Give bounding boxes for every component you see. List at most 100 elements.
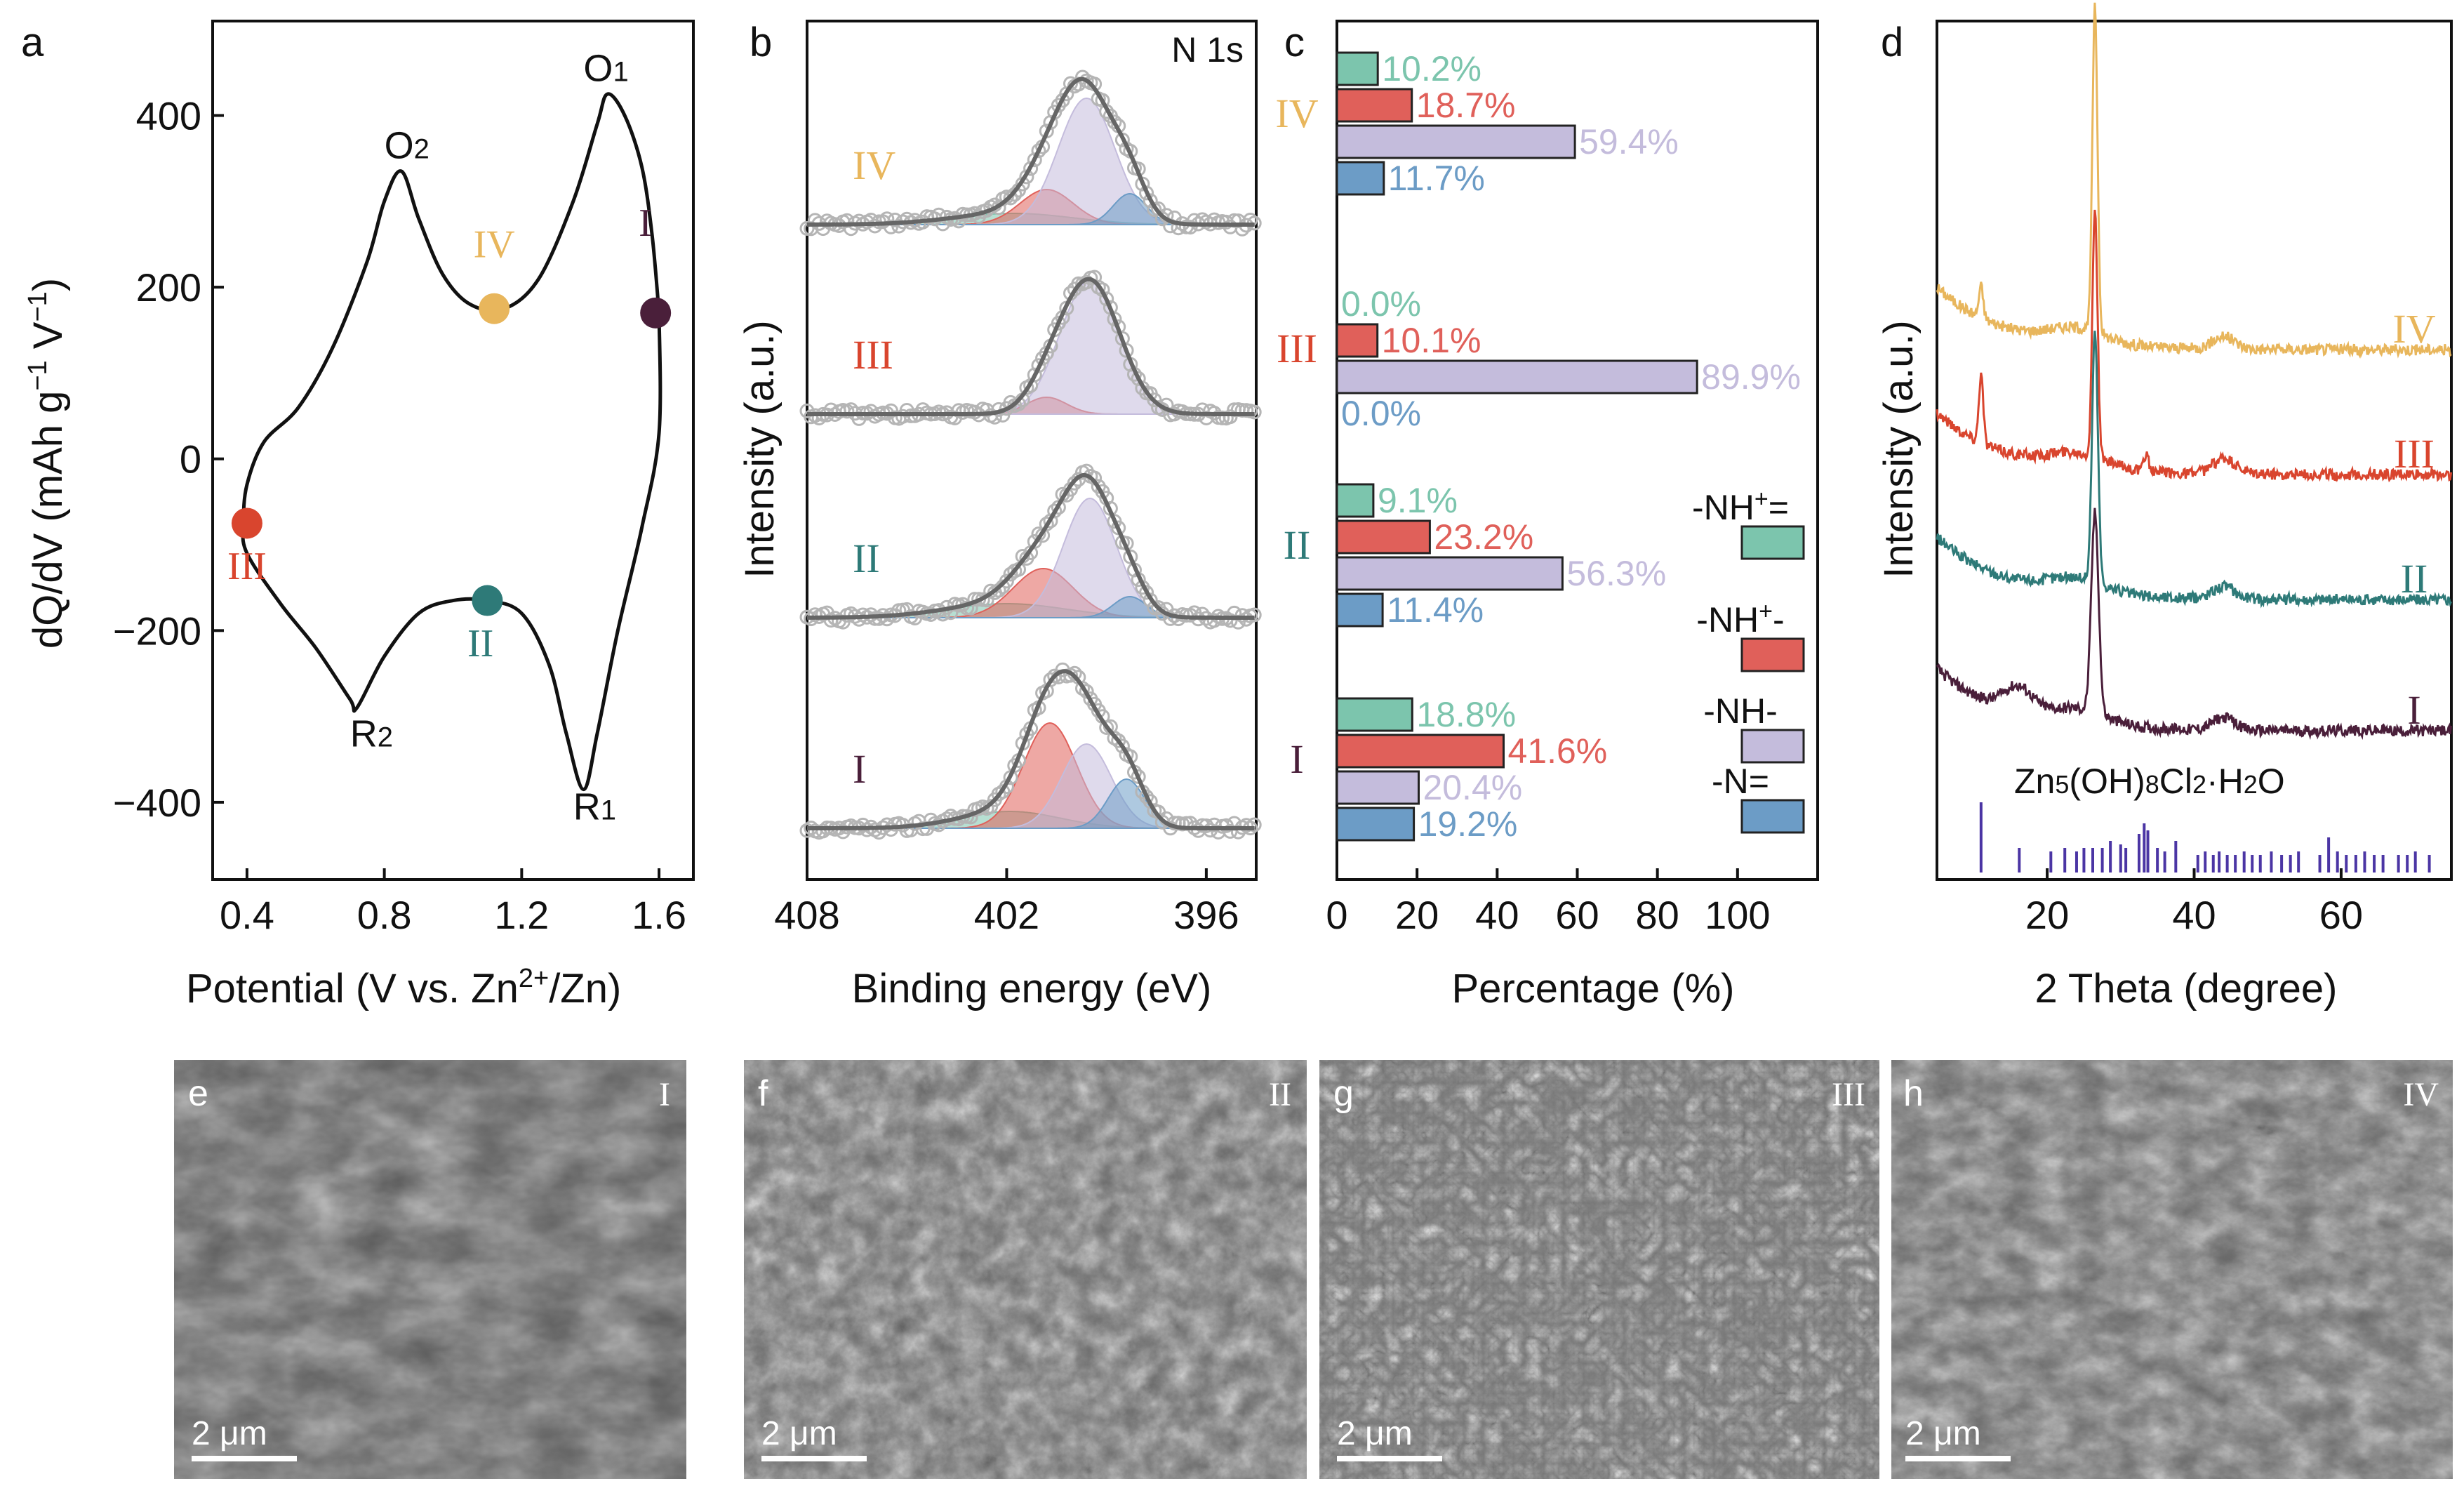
panel-b-raw-point	[1246, 607, 1262, 623]
panel-d-stage-label-0: IV	[2392, 306, 2435, 352]
panel-b-y-label: Intensity (a.u.)	[737, 320, 783, 578]
panel-d-x-tick-label-2: 60	[2319, 893, 2363, 937]
panel-c-bar-0-3	[1336, 161, 1385, 196]
sem-image-e	[174, 1060, 686, 1479]
panel-d-x-tick-label-0: 20	[2025, 893, 2069, 937]
panel-letter-d: d	[1881, 20, 1903, 65]
panel-a-y-label: dQ/dV (mAh g−1 V−1)	[23, 278, 71, 649]
panel-a-x-tick-label-2: 1.2	[494, 893, 549, 937]
sem-stage-f: II	[1269, 1076, 1291, 1113]
panel-a-x-ticks: 0.4 0.8 1.2 1.6	[220, 868, 686, 937]
panel-c-legend-label-1: -NH+-	[1696, 598, 1784, 639]
panel-c-bar-label-1-1: 10.1%	[1382, 321, 1481, 360]
panel-b-raw-point	[1079, 684, 1094, 699]
panel-b-fit-envelope-1	[807, 277, 1255, 416]
panel-b-raw-point	[1139, 585, 1154, 600]
panel-b-fit-envelope-2	[807, 473, 1255, 620]
sem-scale-bar-f	[761, 1456, 867, 1461]
panel-b-raw-point	[1107, 312, 1122, 327]
panel-a-state-label-0: I	[639, 201, 652, 245]
panel-b-spectrum-0: IV	[799, 69, 1262, 237]
sem-letter-g: g	[1333, 1073, 1354, 1114]
panel-c-bar-0-2	[1336, 124, 1576, 159]
panel-c-legend-swatch-1	[1740, 637, 1805, 672]
panel-a-x-label: Potential (V vs. Zn2+/Zn)	[186, 964, 621, 1011]
panel-c-stage-label-0: IV	[1275, 91, 1318, 136]
panel-a-state-point-2	[231, 507, 262, 539]
panel-c-bar-label-2-2: 56.3%	[1566, 554, 1666, 593]
panel-c-bar-label-3-2: 20.4%	[1423, 768, 1522, 807]
panel-d-frame	[1936, 20, 2453, 881]
panel-d-reference-lines	[1979, 802, 2431, 872]
sem-image-h	[1891, 1060, 2453, 1479]
panel-b-raw-point	[1194, 606, 1210, 622]
sem-scale-bar-h	[1905, 1456, 2011, 1461]
panel-c-legend-label-3: -N=	[1712, 762, 1769, 801]
sem-panel-g: g III 2 μm	[1319, 1060, 1879, 1479]
panel-c-x-tick-label-4: 80	[1636, 893, 1679, 937]
panel-c-legend-label-0: -NH+=	[1692, 486, 1789, 527]
panel-b-raw-point	[1223, 613, 1238, 628]
sem-images: e I 2 μm f II 2 μm g III 2 μm h IV 2 μm	[174, 1060, 2453, 1479]
panel-b-raw-point	[1199, 818, 1214, 833]
panel-c-x-label: Percentage (%)	[1452, 966, 1735, 1011]
sem-scale-text-g: 2 μm	[1337, 1415, 1413, 1452]
sem-scale-text-f: 2 μm	[761, 1415, 837, 1452]
panel-c-bar-0-1	[1336, 88, 1413, 123]
panel-c-bar-label-2-1: 23.2%	[1434, 517, 1533, 557]
panel-b-fit-envelope-3	[807, 669, 1255, 830]
panel-b-spectrum-3: I	[799, 662, 1262, 840]
sem-panel-h: h IV 2 μm	[1891, 1060, 2453, 1479]
panel-a-state-label-2: III	[227, 545, 267, 588]
panel-c-bar-2-0	[1336, 483, 1375, 518]
panel-d-reference-formula: Zn5(OH)8Cl2·H2O	[2014, 762, 2285, 801]
panel-b-x-ticks: 408 402 396	[774, 868, 1239, 937]
panel-c-bar-label-2-0: 9.1%	[1378, 481, 1458, 520]
panel-b-raw-point	[1114, 738, 1130, 754]
panel-a-peak-label-2: R2	[350, 712, 393, 755]
panel-b-raw-point	[1031, 143, 1046, 159]
panel-c-bar-label-0-3: 11.7%	[1388, 159, 1485, 198]
panel-c-group-2: 9.1%23.2% 56.3% 11.4% II	[1284, 481, 1666, 630]
sem-scale-bar-g	[1337, 1456, 1442, 1461]
panel-b-raw-point	[1131, 371, 1146, 386]
sem-image-f	[744, 1060, 1307, 1479]
panel-b-spectrum-2: II	[799, 463, 1262, 630]
panel-b-stage-label-3: I	[853, 746, 866, 792]
panel-d-x-tick-label-1: 40	[2172, 893, 2216, 937]
panel-b-raw-point	[1043, 672, 1058, 687]
panel-b-raw-point	[1075, 681, 1090, 696]
panel-a-y-tick-label-0: 400	[136, 94, 201, 138]
panel-b-raw-point	[1003, 190, 1018, 206]
panel-c-bar-1-2	[1336, 359, 1698, 394]
panel-b-raw-point	[1003, 566, 1018, 582]
panel-d-y-label: Intensity (a.u.)	[1876, 320, 1922, 578]
panel-b-x-label: Binding energy (eV)	[852, 966, 1212, 1011]
panel-a-peak-labels: O1 O2 R2 R1	[350, 48, 629, 828]
panel-b-raw-point	[1139, 789, 1154, 804]
panel-c-bar-2-2	[1336, 556, 1564, 591]
panel-c-bar-label-3-1: 41.6%	[1507, 731, 1607, 771]
panel-a-x-tick-label-0: 0.4	[220, 893, 274, 937]
panel-b-stage-label-1: III	[853, 332, 893, 378]
panel-a-y-ticks: 400 200 0 −200 −400	[113, 94, 224, 825]
panel-b-raw-point	[1123, 549, 1138, 564]
panel-b-x-tick-label-0: 408	[774, 893, 839, 937]
panel-a-x-tick-label-3: 1.6	[632, 893, 686, 937]
panel-a-peak-label-3: R1	[573, 785, 616, 828]
sem-scale-text-h: 2 μm	[1905, 1415, 1981, 1452]
panel-b-raw-point	[1107, 114, 1122, 130]
panel-b-raw-point	[1246, 817, 1262, 832]
panel-c-x-tick-label-2: 40	[1475, 893, 1519, 937]
panel-b-raw-point	[1119, 343, 1134, 358]
panel-a-state-point-1	[472, 585, 503, 616]
panel-c-bar-label-0-0: 10.2%	[1382, 49, 1481, 88]
panel-c-bar-0-0	[1336, 51, 1379, 86]
panel-c-x-tick-label-1: 20	[1395, 893, 1439, 937]
panel-a-peak-label-0: O1	[583, 48, 628, 90]
